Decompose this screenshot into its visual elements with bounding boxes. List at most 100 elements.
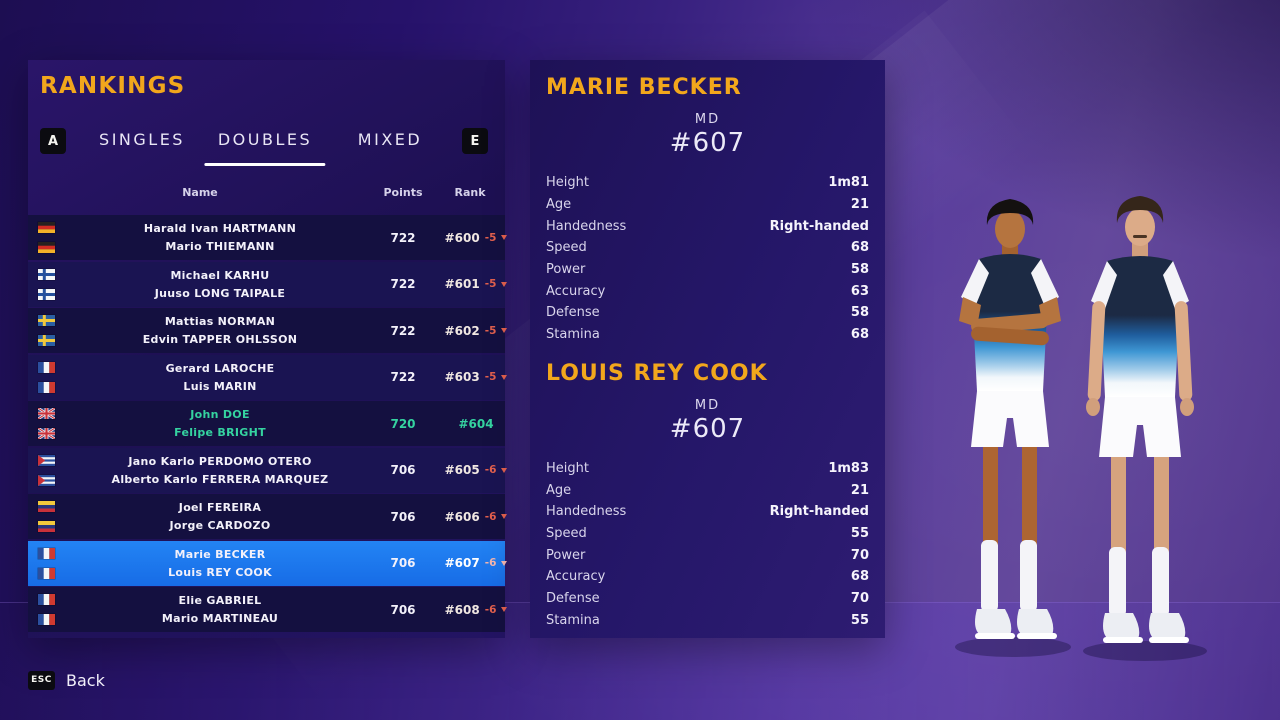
stat-row-height: Height 1m81 (546, 172, 869, 194)
ranking-row[interactable]: Mattias NORMAN Edvin TAPPER OHLSSON 722 … (28, 308, 508, 353)
team-flags (38, 408, 55, 439)
table-header: Name Points Rank (28, 186, 505, 200)
flag-icon-finland (38, 288, 55, 300)
key-hint-next-tab[interactable]: E (462, 128, 488, 154)
rank-down-icon (501, 607, 508, 612)
player-name: MARIE BECKER (546, 75, 742, 100)
stat-row-stamina: Stamina 68 (546, 324, 869, 346)
player-block: LOUIS REY COOK MD #607 Height 1m83 Age 21 Ha… (546, 361, 869, 632)
flag-icon-france (38, 361, 55, 373)
player1-name: Elie GABRIEL (178, 594, 262, 607)
team-flags (38, 315, 55, 346)
player1-name: Mattias NORMAN (164, 315, 276, 328)
team-points: 722 (390, 277, 416, 291)
player2-name: Louis REY COOK (168, 565, 272, 579)
player-stats: Height 1m83 Age 21 Handedness Right-handed Spe… (546, 458, 869, 632)
stat-label: Defense (546, 305, 600, 321)
stat-value: 21 (850, 197, 869, 213)
stat-row-accuracy: Accuracy 63 (546, 280, 869, 302)
flag-icon-germany (38, 242, 55, 253)
stat-value: Right-handed (769, 504, 869, 520)
team-rank: #605 (444, 463, 480, 477)
rank-down-icon (501, 374, 508, 380)
rank-down-icon (501, 281, 508, 287)
player2-name: Luis MARIN (183, 379, 257, 393)
stat-label: Age (546, 197, 572, 213)
rank-down-icon (501, 467, 508, 473)
team-flags (38, 501, 55, 532)
team-flags (38, 454, 55, 486)
character-right (1086, 196, 1194, 643)
stat-label: Height (546, 460, 589, 476)
stat-label: Speed (546, 240, 587, 256)
stat-value: 70 (850, 547, 869, 563)
team-points: 706 (390, 556, 416, 570)
flag-icon-france (38, 381, 55, 393)
player1-name: Gerard LAROCHE (165, 361, 275, 375)
stat-value: 68 (850, 240, 869, 256)
stat-value: Right-handed (769, 218, 869, 234)
ranking-row[interactable]: Marie BECKER Louis REY COOK 706 #607 -6 (28, 540, 508, 586)
stat-value: 1m83 (828, 460, 869, 476)
team-rank: #602 (444, 323, 480, 338)
player-block: MARIE BECKER MD #607 Height 1m81 Age 21 Hand… (546, 76, 869, 346)
rank-change-value: -6 (484, 464, 497, 476)
stat-value: 58 (850, 305, 869, 321)
back-button[interactable]: ESC Back (28, 668, 105, 692)
team-points: 722 (390, 323, 416, 338)
player2-name: Juuso LONG TAIPALE (154, 286, 286, 300)
team-rank: #601 (444, 277, 480, 291)
rank-change-value: -6 (484, 603, 497, 616)
player-stats: Height 1m81 Age 21 Handedness Right-handed Spe… (546, 172, 869, 346)
ranking-row[interactable]: Gerard LAROCHE Luis MARIN 722 #603 -5 (28, 354, 508, 400)
ranking-row[interactable]: John DOE Felipe BRIGHT 720 #604 (28, 401, 505, 446)
flag-icon-venezuela (38, 521, 55, 532)
team-flags (38, 268, 55, 300)
player1-name: Michael KARHU (170, 268, 270, 282)
player-rank: #607 (669, 128, 746, 158)
player2-name: Jorge CARDOZO (169, 519, 271, 532)
ranking-row[interactable]: Michael KARHU Juuso LONG TAIPALE 722 #60… (28, 261, 508, 307)
team-rank: #608 (444, 602, 480, 617)
rank-down-icon (501, 235, 508, 240)
stat-label: Stamina (546, 612, 600, 628)
flag-icon-france (38, 567, 55, 579)
flag-icon-germany (38, 222, 55, 233)
stat-value: 68 (850, 327, 869, 343)
stat-row-power: Power 58 (546, 259, 869, 281)
player-details-panel: MARIE BECKER MD #607 Height 1m81 Age 21 Hand… (530, 60, 885, 638)
stat-value: 55 (850, 612, 869, 628)
tab-bar: A SINGLES DOUBLES MIXED E (28, 126, 505, 156)
player1-name: John DOE (190, 408, 250, 421)
player-avatars (955, 196, 1207, 661)
esc-key-icon[interactable]: ESC (28, 670, 55, 690)
player1-name: Marie BECKER (174, 547, 266, 561)
flag-icon-france (38, 594, 55, 605)
column-header-rank: Rank (454, 186, 486, 199)
stat-label: Power (546, 262, 586, 278)
player2-name: Mario MARTINEAU (161, 612, 279, 625)
ranking-row[interactable]: Jano Karlo PERDOMO OTERO Alberto Karlo F… (28, 447, 508, 493)
stat-row-speed: Speed 68 (546, 237, 869, 259)
tab-doubles[interactable]: DOUBLES (217, 130, 313, 149)
back-label: Back (66, 670, 105, 690)
player2-name: Mario THIEMANN (165, 240, 275, 253)
key-hint-prev-tab[interactable]: A (40, 128, 66, 154)
stat-value: 70 (850, 590, 869, 606)
tab-singles[interactable]: SINGLES (99, 130, 185, 149)
stat-row-age: Age 21 (546, 479, 869, 501)
ranking-row[interactable]: Joel FEREIRA Jorge CARDOZO 706 #606 -6 (28, 494, 508, 539)
player1-name: Jano Karlo PERDOMO OTERO (128, 454, 312, 468)
stat-label: Height (546, 175, 589, 191)
flag-icon-sweden (38, 335, 55, 346)
stat-row-power: Power 70 (546, 544, 869, 566)
team-flags (38, 547, 55, 579)
ranking-row[interactable]: Harald Ivan HARTMANN Mario THIEMANN 722 … (28, 215, 508, 260)
page-title: RANKINGS (40, 73, 186, 99)
stat-row-age: Age 21 (546, 194, 869, 216)
team-rank: #607 (444, 556, 480, 570)
stat-row-stamina: Stamina 55 (546, 609, 869, 631)
ranking-row[interactable]: Elie GABRIEL Mario MARTINEAU 706 #608 -6 (28, 587, 508, 632)
tab-mixed[interactable]: MIXED (357, 130, 423, 149)
flag-icon-cuba (38, 454, 55, 466)
